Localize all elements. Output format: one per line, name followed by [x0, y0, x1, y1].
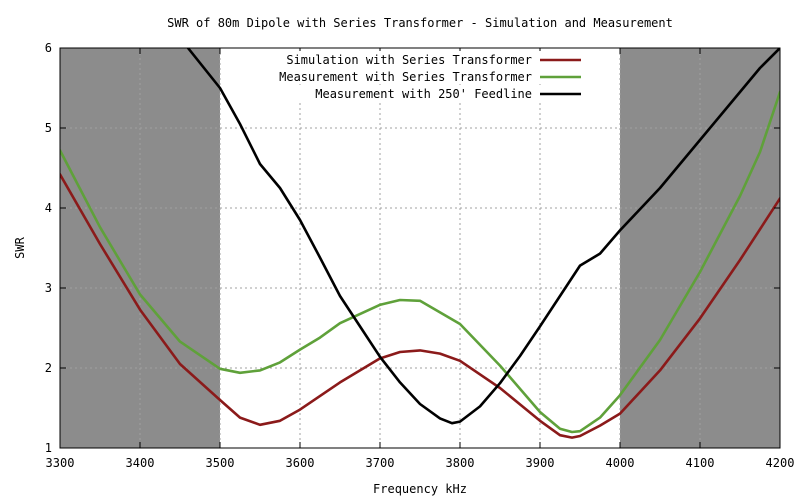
- y-tick-label: 2: [45, 361, 52, 375]
- y-tick-label: 4: [45, 201, 52, 215]
- legend-bg: [252, 68, 588, 84]
- x-tick-label: 3400: [126, 456, 155, 470]
- x-tick-label: 4000: [606, 456, 635, 470]
- y-tick-label: 1: [45, 441, 52, 455]
- x-tick-label: 3500: [206, 456, 235, 470]
- y-tick-label: 3: [45, 281, 52, 295]
- x-tick-label: 4100: [686, 456, 715, 470]
- legend-bg: [252, 51, 588, 67]
- x-tick-label: 3700: [366, 456, 395, 470]
- series-line-2: [186, 48, 780, 425]
- x-axis-label: Frequency kHz: [373, 482, 467, 496]
- series-line-0: [60, 173, 780, 439]
- legend-label-0: Simulation with Series Transformer: [286, 53, 532, 67]
- legend-label-1: Measurement with Series Transformer: [279, 70, 532, 84]
- y-tick-label: 5: [45, 121, 52, 135]
- y-tick-label: 6: [45, 41, 52, 55]
- chart-title: SWR of 80m Dipole with Series Transforme…: [167, 16, 673, 30]
- x-tick-label: 3900: [526, 456, 555, 470]
- series-line-1: [60, 90, 780, 434]
- x-tick-label: 4200: [766, 456, 795, 470]
- grid-lines: [60, 48, 780, 448]
- plot-frame: [59, 47, 781, 449]
- shaded-regions: [60, 48, 780, 448]
- legend: Simulation with Series Transformer Measur…: [252, 51, 588, 101]
- legend-label-2: Measurement with 250' Feedline: [315, 87, 532, 101]
- legend-bg: [252, 85, 588, 101]
- x-tick-label: 3300: [46, 456, 75, 470]
- series-lines: [60, 48, 780, 439]
- x-tick-label: 3800: [446, 456, 475, 470]
- axis-ticks: 3300 3400 3500 3600 3700 3800 3900 4000 4100 4200…: [45, 41, 795, 470]
- y-axis-label: SWR: [13, 236, 27, 258]
- x-tick-label: 3600: [286, 456, 315, 470]
